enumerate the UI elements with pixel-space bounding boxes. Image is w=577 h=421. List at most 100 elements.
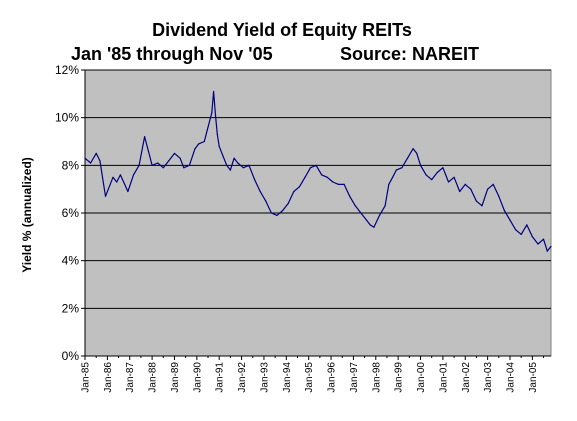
x-tick-label-0: Jan-85 bbox=[81, 362, 92, 393]
data-point bbox=[526, 224, 528, 226]
data-point bbox=[214, 114, 217, 116]
x-tick-label-20: Jan-05 bbox=[528, 362, 539, 393]
data-point bbox=[509, 219, 511, 221]
data-point bbox=[384, 205, 386, 207]
data-point bbox=[198, 143, 200, 145]
data-point bbox=[332, 181, 334, 183]
x-tick-label-7: Jan-92 bbox=[237, 362, 248, 393]
data-point bbox=[464, 183, 466, 185]
data-point bbox=[194, 148, 196, 150]
data-point bbox=[276, 214, 278, 216]
y-tick-label-1: 2% bbox=[62, 301, 80, 315]
data-point bbox=[229, 169, 231, 171]
data-point bbox=[179, 157, 181, 159]
data-point bbox=[233, 157, 235, 159]
chart-title: Dividend Yield of Equity REITs bbox=[152, 20, 412, 40]
x-tick-label-2: Jan-87 bbox=[125, 362, 136, 393]
data-point bbox=[254, 179, 256, 181]
data-point bbox=[203, 140, 205, 143]
data-point bbox=[459, 190, 461, 193]
gridlines bbox=[85, 69, 551, 309]
x-tick-label-17: Jan-02 bbox=[461, 362, 472, 393]
data-point bbox=[90, 162, 92, 164]
data-point bbox=[132, 174, 135, 176]
data-point bbox=[498, 195, 500, 197]
y-axis-label: Yield % (annualized) bbox=[20, 157, 34, 273]
data-point bbox=[412, 148, 414, 150]
data-point bbox=[492, 183, 494, 185]
x-tick-label-12: Jan-97 bbox=[349, 362, 360, 393]
data-point bbox=[293, 190, 295, 193]
x-tick-label-9: Jan-94 bbox=[282, 362, 293, 393]
data-point bbox=[222, 155, 224, 157]
data-point bbox=[354, 205, 356, 207]
data-point bbox=[360, 212, 362, 214]
data-point bbox=[520, 233, 522, 235]
data-point bbox=[168, 160, 170, 162]
y-tick-label-3: 6% bbox=[62, 206, 80, 220]
data-point bbox=[270, 212, 272, 214]
data-point bbox=[144, 136, 146, 138]
data-point bbox=[265, 200, 267, 202]
data-point bbox=[216, 133, 218, 135]
x-tick-label-18: Jan-03 bbox=[483, 362, 494, 393]
data-point bbox=[388, 183, 390, 185]
data-point bbox=[213, 90, 215, 93]
chart-subtitle: Jan '85 through Nov '05 bbox=[71, 44, 273, 64]
data-point bbox=[503, 210, 505, 212]
data-point bbox=[425, 174, 427, 176]
data-point bbox=[369, 224, 371, 226]
data-point bbox=[416, 152, 418, 154]
x-tick-label-15: Jan-00 bbox=[416, 362, 427, 393]
data-point bbox=[343, 183, 345, 185]
data-point bbox=[378, 214, 381, 216]
data-point bbox=[127, 190, 129, 193]
data-point bbox=[84, 157, 86, 159]
y-axis: 0% 2% 4% 6% 8% 10% 12% bbox=[55, 63, 86, 363]
data-point bbox=[287, 202, 289, 205]
x-tick-label-13: Jan-98 bbox=[371, 362, 382, 393]
data-point bbox=[337, 183, 340, 185]
data-point bbox=[157, 162, 159, 164]
data-point bbox=[173, 152, 176, 154]
data-point bbox=[546, 250, 548, 252]
data-point bbox=[237, 162, 239, 164]
y-tick-label-4: 8% bbox=[62, 158, 80, 172]
data-point bbox=[304, 176, 306, 178]
data-point bbox=[138, 164, 140, 166]
data-point bbox=[392, 176, 394, 178]
x-tick-label-5: Jan-90 bbox=[192, 362, 203, 393]
data-point bbox=[436, 171, 438, 174]
data-point bbox=[470, 188, 472, 190]
data-point bbox=[453, 176, 455, 178]
x-axis: Jan-85 Jan-86 Jan-87 Jan-88 Jan-89 Jan-90 Jan-… bbox=[81, 355, 551, 393]
data-point bbox=[211, 112, 213, 114]
data-point bbox=[218, 145, 220, 147]
y-tick-label-2: 4% bbox=[62, 254, 80, 268]
x-tick-label-11: Jan-96 bbox=[327, 362, 338, 393]
data-point bbox=[226, 164, 228, 166]
data-point bbox=[550, 245, 552, 247]
y-tick-label-6: 12% bbox=[55, 63, 79, 77]
data-point bbox=[447, 181, 450, 183]
data-point bbox=[395, 169, 397, 171]
data-point bbox=[475, 200, 477, 202]
x-tick-label-16: Jan-01 bbox=[438, 362, 449, 393]
data-point bbox=[349, 195, 351, 197]
data-point bbox=[104, 195, 107, 197]
data-point bbox=[542, 238, 545, 240]
data-point bbox=[99, 160, 101, 162]
data-point bbox=[515, 229, 517, 231]
x-tick-label-4: Jan-89 bbox=[170, 362, 181, 393]
x-tick-label-19: Jan-04 bbox=[505, 362, 516, 393]
data-point bbox=[116, 181, 118, 183]
data-point bbox=[147, 150, 149, 152]
data-point bbox=[119, 174, 121, 176]
data-point bbox=[242, 167, 244, 169]
data-point bbox=[151, 164, 153, 166]
data-point bbox=[326, 176, 328, 178]
data-point bbox=[401, 167, 403, 169]
x-tick-label-8: Jan-93 bbox=[259, 362, 270, 393]
data-point bbox=[531, 236, 534, 238]
